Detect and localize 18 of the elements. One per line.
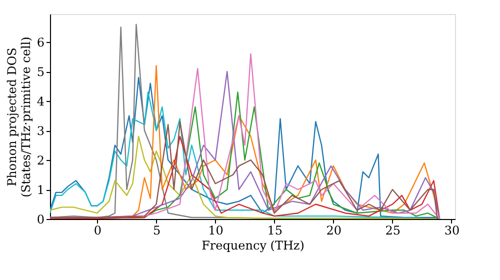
- x-tick-label: 20: [326, 224, 342, 238]
- line-series: [50, 121, 438, 219]
- y-tick-label: 5: [36, 65, 44, 80]
- y-axis-title: Phonon projected DOS (States/THz·primitive cell): [4, 36, 33, 198]
- x-tick-label: 25: [385, 224, 401, 238]
- line-series: [50, 136, 440, 219]
- y-tick-label: 4: [36, 94, 45, 109]
- x-tick-label: 15: [267, 224, 282, 238]
- x-tick-label: 10: [208, 224, 224, 238]
- y-tick-label: 0: [36, 212, 44, 226]
- x-axis-title: Frequency (THz): [202, 238, 304, 252]
- x-tick-label: 0: [94, 224, 102, 238]
- y-tick-label: 2: [36, 154, 44, 168]
- y-tick-label: 3: [36, 124, 44, 138]
- y-tick-label: 1: [36, 183, 44, 198]
- x-tick-label: 30: [444, 224, 460, 238]
- x-tick-label: 5: [152, 224, 161, 238]
- y-tick-label: 6: [36, 36, 44, 50]
